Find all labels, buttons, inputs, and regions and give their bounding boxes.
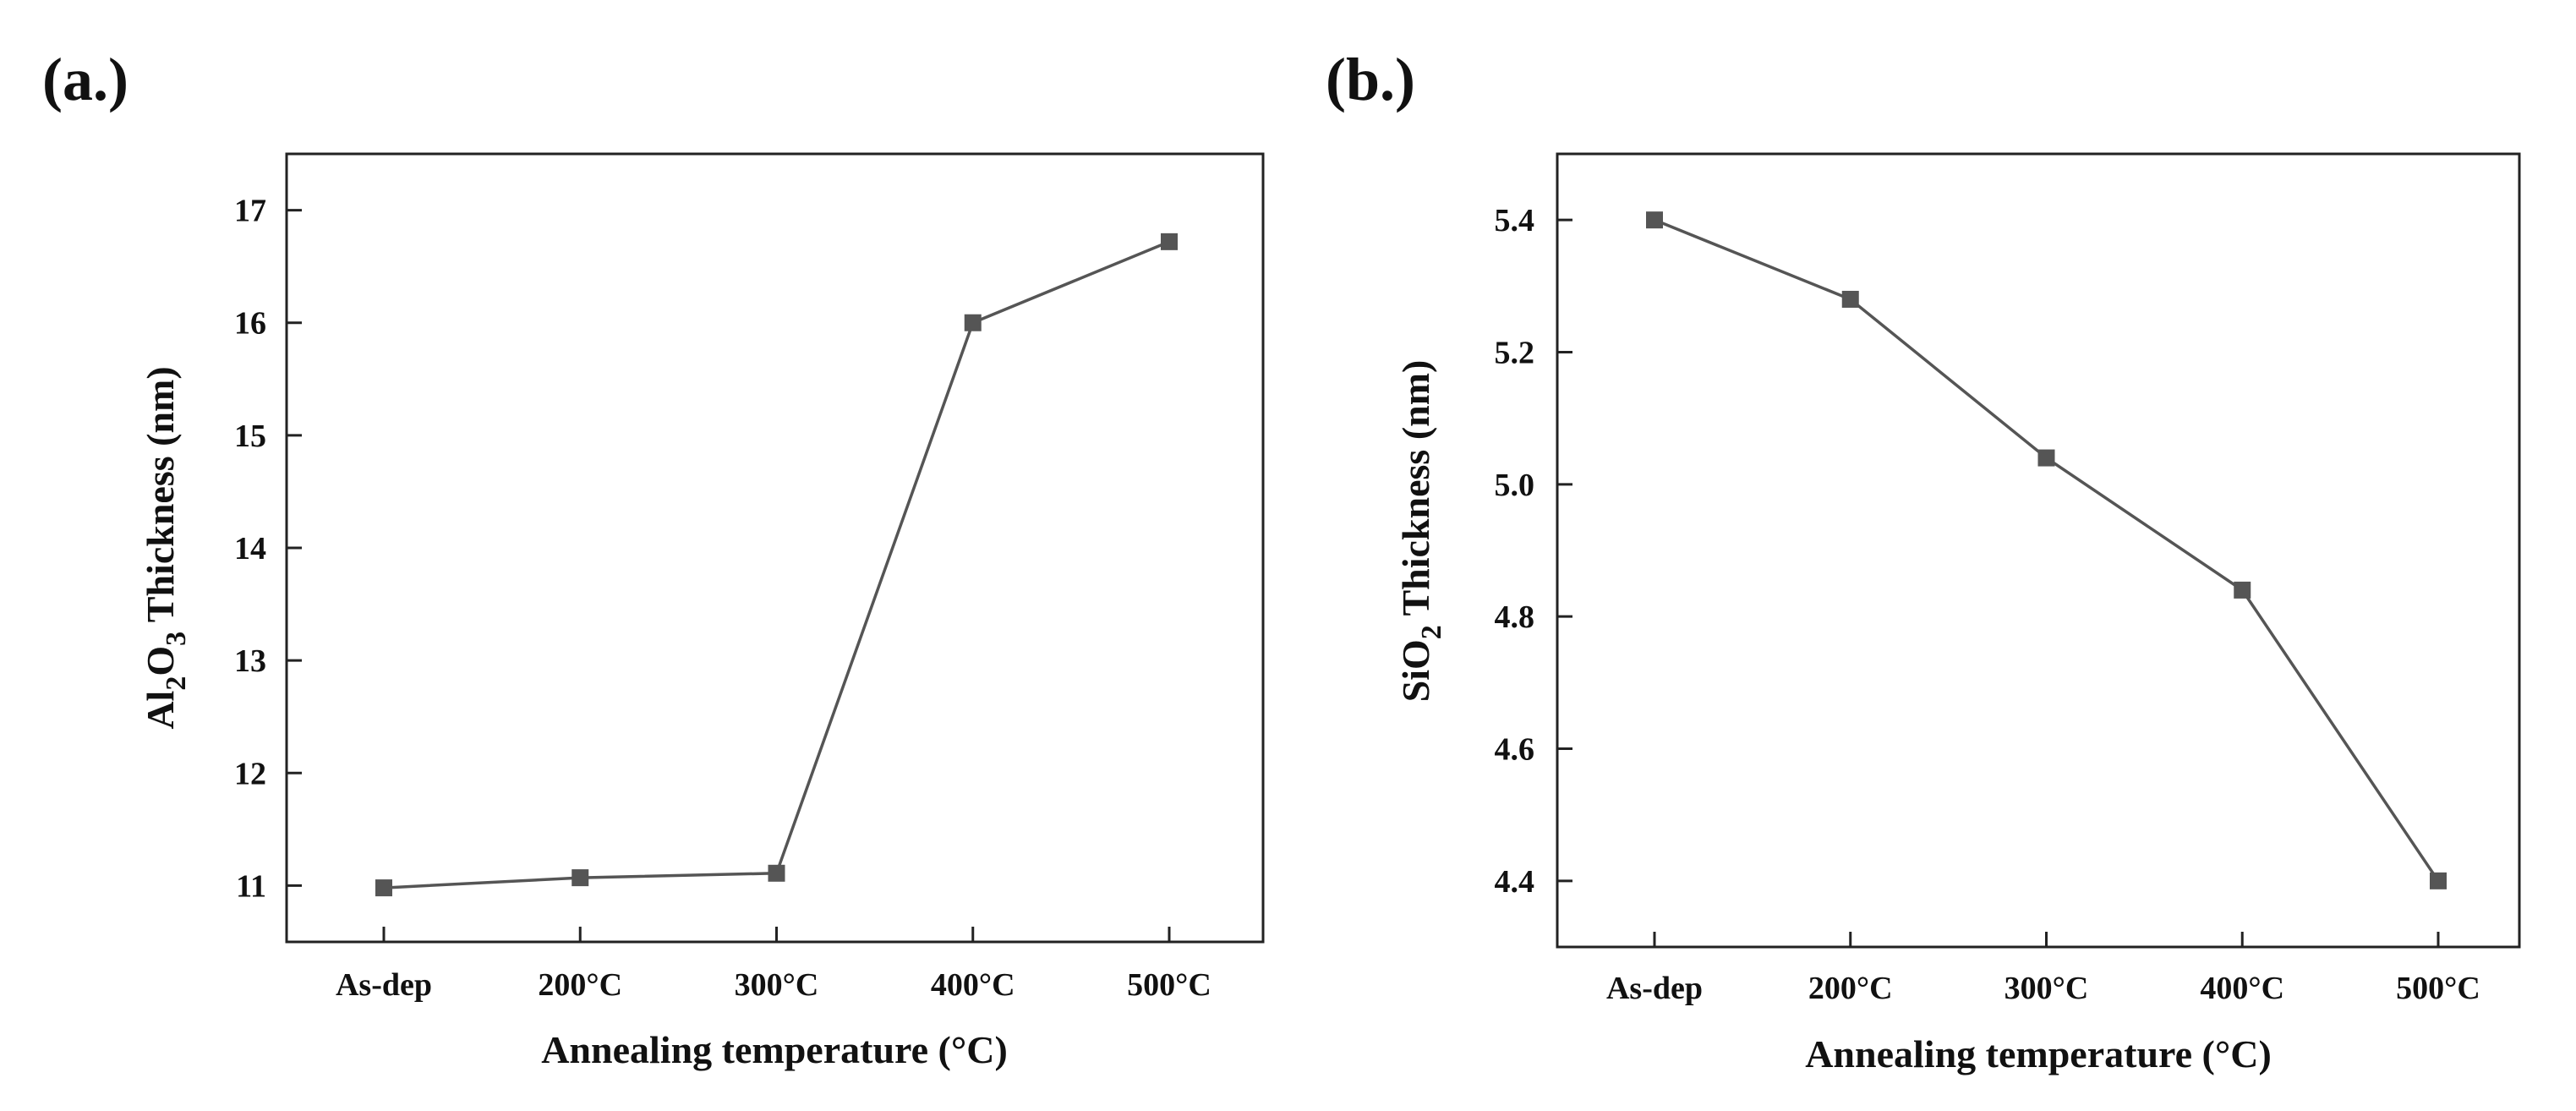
panel-b-data-point (2234, 581, 2251, 599)
panel-b-data-point (1646, 211, 1663, 229)
panel-a-data-point (964, 314, 982, 331)
panel-b-series (1646, 211, 2447, 889)
panel-b-label: (b.) (1326, 46, 1415, 113)
panel-a-y-tick-label: 15 (234, 419, 266, 454)
panel-a-data-point (1161, 233, 1178, 250)
panel-a-ticks: 11 12 13 14 15 16 17 As-dep 200°C 300°C 400°C 500°C (234, 194, 1211, 1003)
panel-b-x-tick-label: 500°C (2396, 971, 2480, 1006)
panel-b-y-tick-label: 5.4 (1495, 203, 1535, 238)
panel-a-x-tick-label: 200°C (538, 967, 622, 1003)
panel-b-x-tick-label: 400°C (2200, 971, 2284, 1006)
panel-a-al2o3-chart: (a.) 11 12 13 14 15 16 17 As-dep 200°C 300°C 400°C… (42, 46, 1265, 1071)
panel-a-series (375, 233, 1178, 897)
panel-b-y-tick-label: 5.0 (1495, 468, 1535, 503)
panel-a-x-tick-label: 300°C (735, 967, 819, 1003)
panel-a-y-tick-label: 14 (234, 531, 266, 566)
panel-b-y-tick-label: 4.4 (1495, 864, 1535, 900)
panel-b-x-axis-title: Annealing temperature (°C) (1805, 1032, 2272, 1075)
panel-a-data-point (375, 879, 392, 897)
panel-a-y-tick-label: 13 (234, 643, 266, 679)
panel-b-sio2-chart: (b.) 4.44.64.85.05.25.4As-dep 200°C 300°C 4… (1326, 46, 2521, 1075)
panel-a-label: (a.) (42, 46, 129, 113)
panel-b-y-axis-title: SiO2 Thickness (nm) (1394, 360, 1447, 703)
panel-b-data-point (1841, 290, 1859, 308)
panel-b-series-line (1654, 218, 2440, 882)
panel-a-x-axis-title: Annealing temperature (°C) (541, 1028, 1008, 1071)
panel-b-x-tick-label: 300°C (2004, 971, 2089, 1006)
panel-a-y-tick-label: 16 (234, 306, 266, 342)
panel-a-y-tick-label: 11 (236, 868, 266, 904)
panel-a-plot-frame (285, 152, 1265, 944)
panel-a-y-tick-label: 17 (234, 194, 266, 229)
panel-a-series-line (383, 240, 1170, 889)
panel-a-data-point (768, 864, 785, 882)
panel-a-y-axis-title: Al2O3 Thickness (nm) (139, 366, 192, 729)
panel-b-x-tick-label: 200°C (1808, 971, 1893, 1006)
panel-b-y-tick-label: 5.2 (1495, 336, 1535, 371)
panel-a-data-point (572, 869, 589, 887)
panel-b-data-point (2037, 449, 2055, 467)
panel-a-y-tick-label: 12 (234, 756, 266, 791)
panel-b-y-tick-label: 4.6 (1495, 732, 1535, 768)
panel-b-data-point (2430, 872, 2447, 889)
panel-b-plot-frame (1556, 152, 2521, 949)
panel-a-x-tick-label: 500°C (1127, 967, 1211, 1003)
panel-a-x-tick-label: As-dep (336, 967, 432, 1003)
panel-a-x-tick-label: 400°C (931, 967, 1015, 1003)
panel-b-ticks: 4.4 4.6 4.8 5.0 5.2 5.4 As-dep 200°C 300°C 400°C 5… (1495, 203, 2480, 1006)
panel-b-y-tick-label: 4.8 (1495, 599, 1535, 635)
panel-b-x-tick-label: As-dep (1606, 971, 1703, 1006)
